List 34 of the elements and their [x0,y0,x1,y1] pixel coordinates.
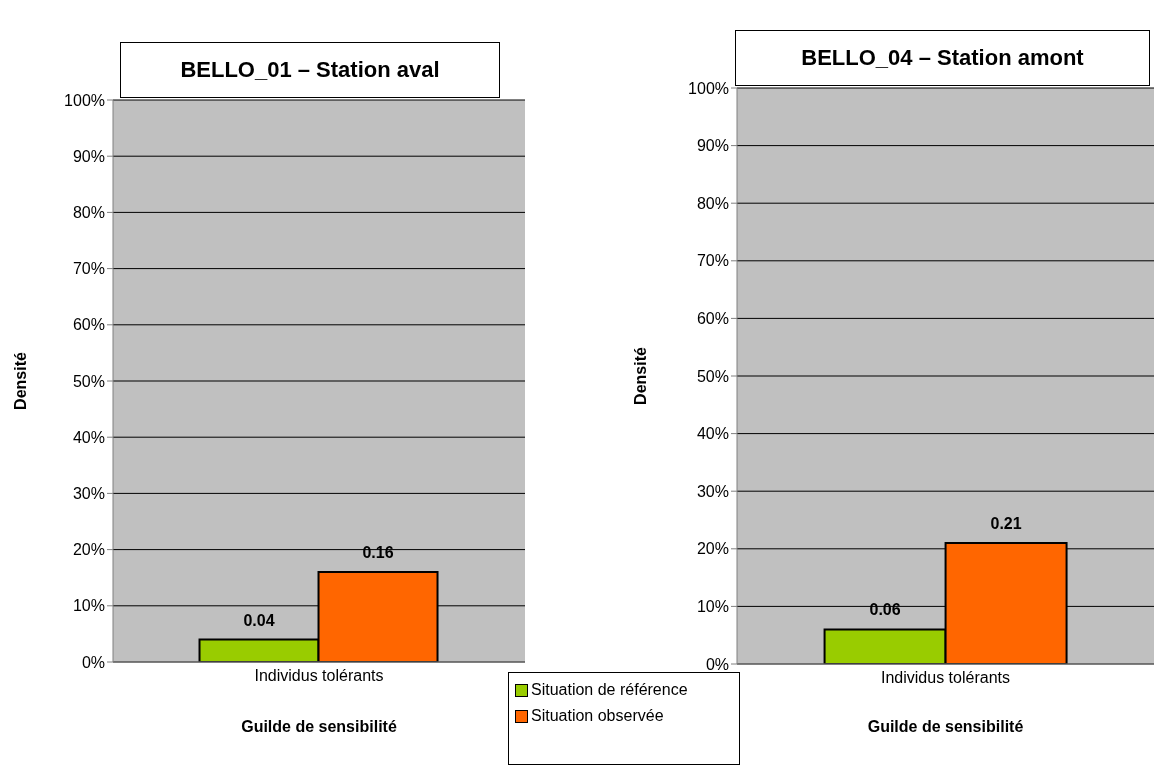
y-tick-label: 70% [696,252,729,270]
y-axis-title: Densité [631,347,649,405]
y-tick-label: 100% [64,91,105,109]
y-tick-label: 20% [696,540,729,558]
x-axis-title: Guilde de sensibilité [240,718,398,736]
y-tick-label: 30% [72,485,105,503]
y-tick-label: 100% [688,79,729,97]
x-tick-label: Individus tolérants [881,669,1010,687]
y-tick-label: 90% [696,137,729,155]
y-tick-label: 50% [696,367,729,385]
y-tick-label: 0% [705,655,729,673]
y-tick-label: 10% [72,597,105,615]
y-tick-label: 30% [696,482,729,500]
x-axis-title: Guilde de sensibilité [866,718,1025,736]
chart-title: BELLO_04 – Station amont [735,30,1150,86]
y-tick-label: 80% [72,204,105,222]
y-tick-label: 10% [696,598,729,616]
y-tick-label: 0% [81,653,105,671]
y-tick-label: 20% [72,541,105,559]
y-tick-label: 40% [72,428,105,446]
x-tick-label: Individus tolérants [254,667,384,685]
y-tick-label: 90% [72,147,105,165]
data-label: 0.21 [990,515,1022,533]
y-axis-title: Densité [11,352,29,410]
y-tick-label: 60% [72,316,105,334]
y-tick-label: 50% [72,372,105,390]
legend-label: Situation observée [531,707,664,725]
y-tick-label: 40% [696,425,729,443]
y-tick-label: 70% [72,260,105,278]
y-tick-label: 80% [696,194,729,212]
y-tick-label: 60% [696,310,729,328]
data-label: 0.04 [243,611,275,629]
chart-title: BELLO_01 – Station aval [120,42,500,98]
legend-label: Situation de référence [531,681,688,699]
